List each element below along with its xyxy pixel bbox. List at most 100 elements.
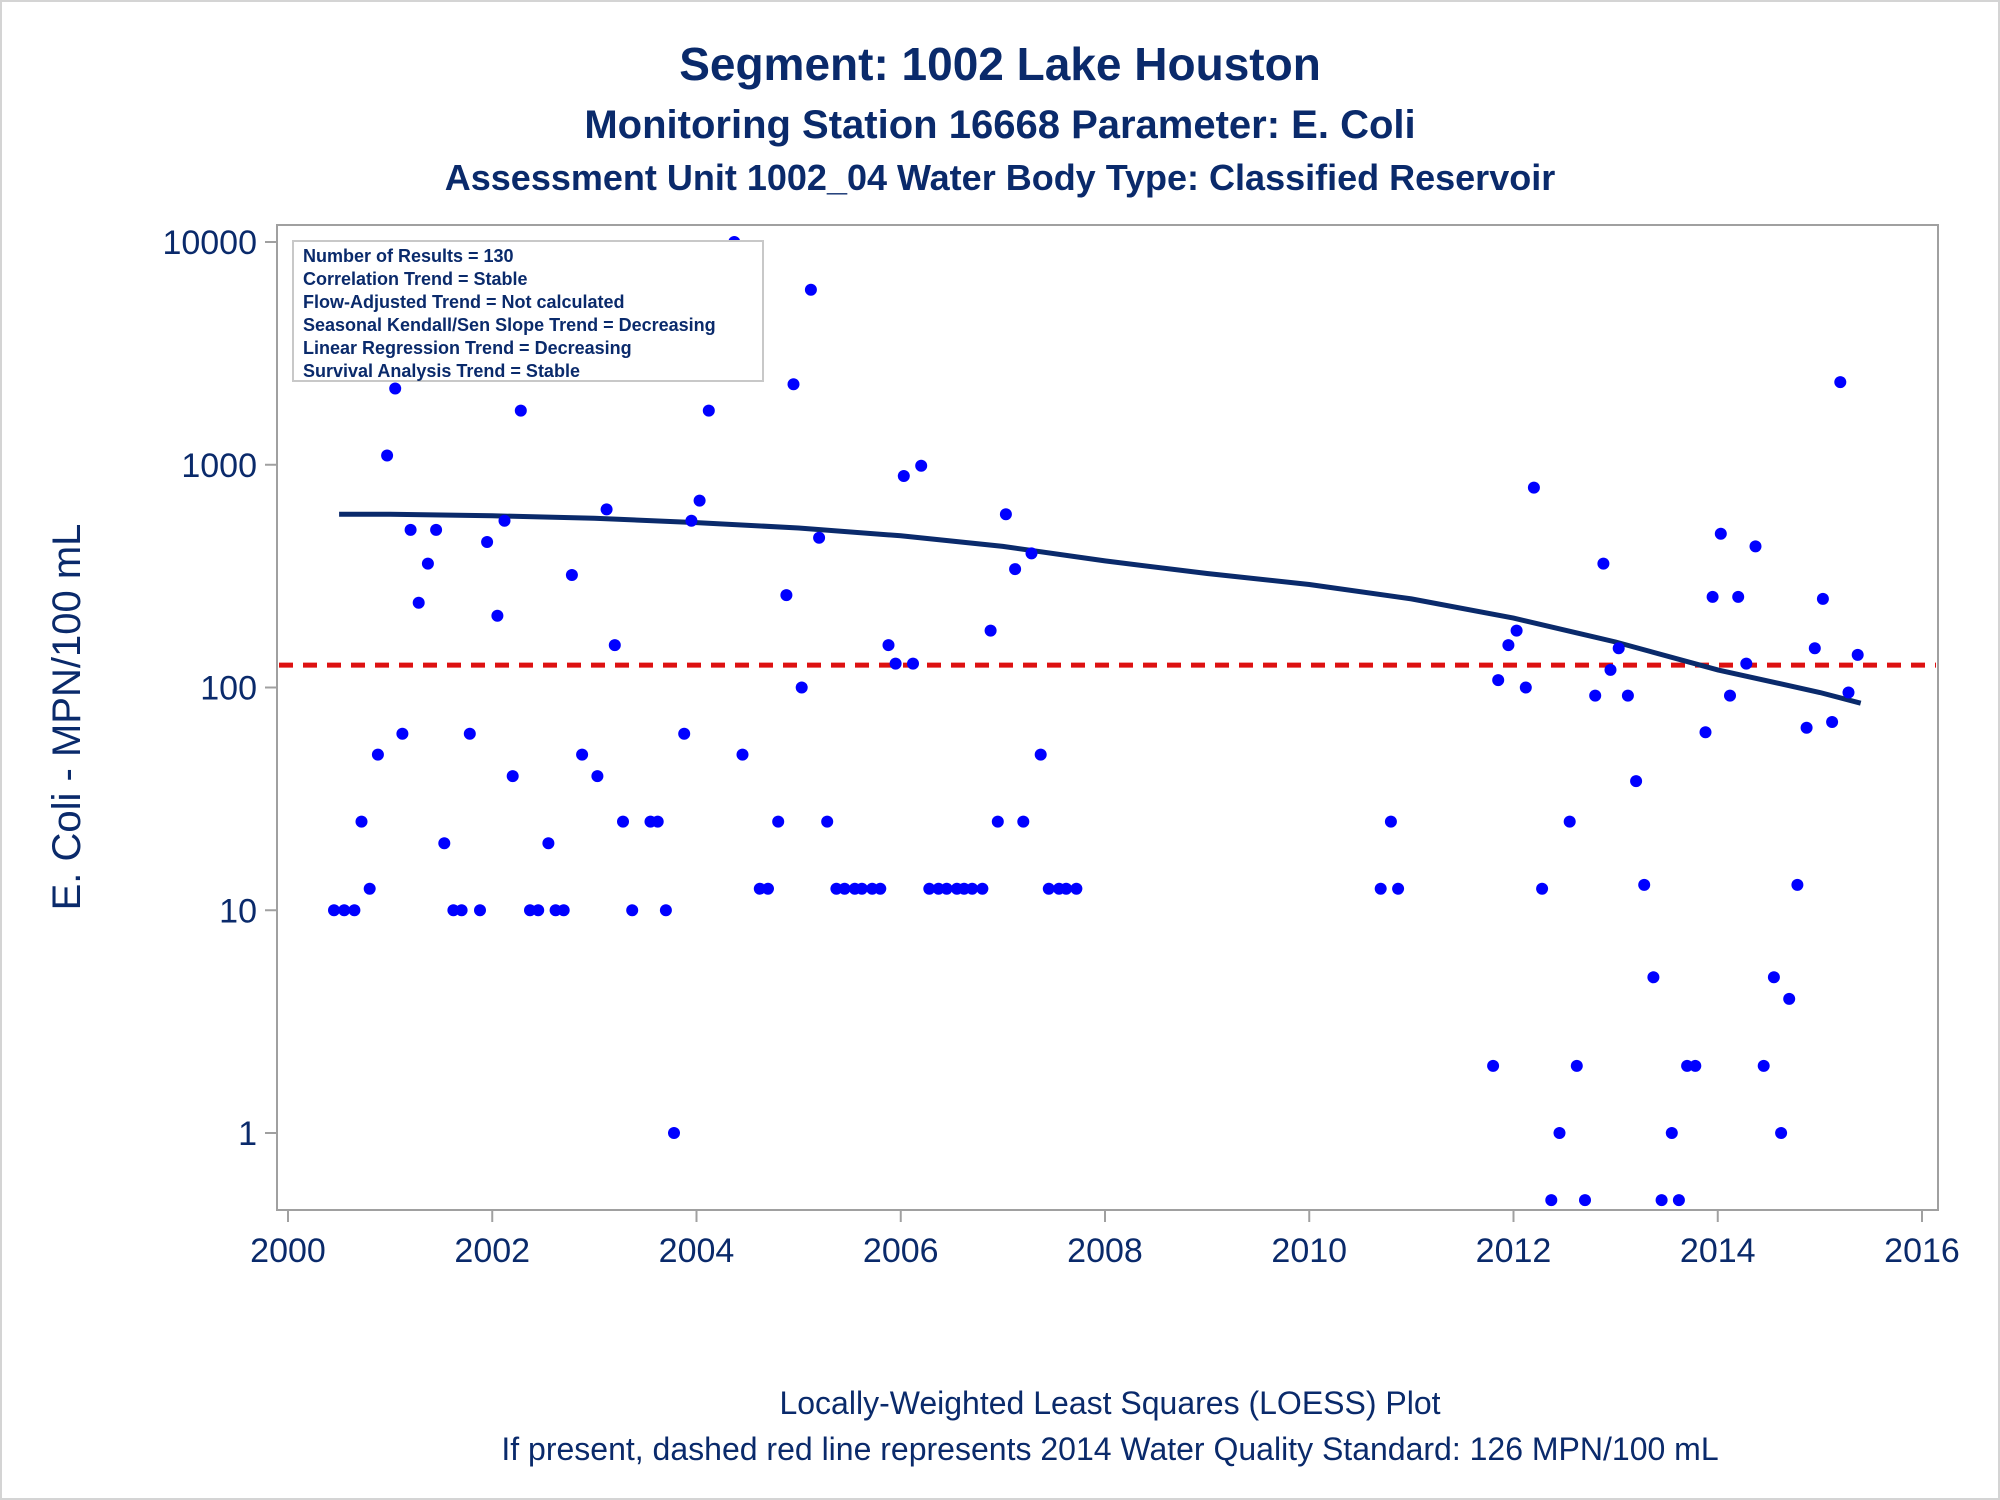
- data-point: [1665, 1127, 1678, 1139]
- data-point: [1563, 815, 1576, 828]
- data-point: [693, 494, 706, 507]
- data-point: [1681, 1059, 1694, 1072]
- x-tick-label: 2010: [1271, 1232, 1347, 1270]
- data-point: [1647, 971, 1660, 984]
- data-point: [795, 681, 808, 694]
- data-point: [838, 882, 851, 895]
- data-points: [328, 236, 1864, 1207]
- data-point: [438, 837, 451, 850]
- data-point: [1757, 1059, 1770, 1072]
- data-point: [897, 470, 910, 482]
- data-point: [430, 523, 443, 536]
- data-point: [455, 904, 468, 917]
- data-point: [1502, 639, 1515, 652]
- data-point: [1070, 882, 1083, 895]
- data-point: [753, 882, 766, 895]
- x-axis: 2000 2002 2004 2006 2008 2010 2012 2014 2016: [250, 1210, 1960, 1270]
- data-point: [976, 882, 989, 895]
- data-point: [984, 624, 997, 637]
- data-point: [1392, 882, 1405, 895]
- stats-line-2: Correlation Trend = Stable: [303, 269, 528, 289]
- stats-line-6: Survival Analysis Trend = Stable: [303, 361, 580, 381]
- y-tick-label: 10000: [162, 224, 257, 262]
- data-point: [1791, 878, 1804, 891]
- data-point: [381, 449, 394, 462]
- data-point: [1621, 689, 1634, 702]
- x-tick-label: 2016: [1884, 1232, 1960, 1270]
- y-tick-label: 1000: [181, 447, 257, 485]
- data-point: [1714, 527, 1727, 540]
- data-point: [498, 514, 511, 527]
- data-point: [1630, 775, 1643, 788]
- data-point: [1749, 540, 1762, 553]
- data-point: [772, 815, 785, 828]
- data-point: [1034, 748, 1047, 761]
- data-point: [940, 882, 953, 895]
- data-point: [1724, 689, 1736, 702]
- data-point: [1519, 681, 1532, 694]
- data-point: [999, 508, 1012, 521]
- x-tick-label: 2014: [1680, 1232, 1756, 1270]
- data-point: [1672, 1194, 1685, 1207]
- x-tick-label: 2004: [659, 1232, 735, 1270]
- stats-line-4: Seasonal Kendall/Sen Slope Trend = Decre…: [303, 315, 716, 335]
- chart-subtitle: Monitoring Station 16668 Parameter: E. C…: [584, 103, 1415, 147]
- data-point: [1589, 689, 1602, 702]
- data-point: [421, 557, 434, 570]
- data-point: [813, 531, 826, 544]
- data-point: [355, 815, 368, 828]
- data-point: [542, 837, 555, 850]
- data-point: [1740, 657, 1753, 670]
- data-point: [651, 815, 664, 828]
- x-tick-label: 2002: [454, 1232, 530, 1270]
- data-point: [617, 815, 629, 828]
- data-point: [348, 904, 361, 917]
- data-point: [1042, 882, 1055, 895]
- data-point: [1783, 992, 1796, 1005]
- data-point: [1655, 1194, 1668, 1207]
- data-point: [787, 378, 800, 391]
- y-axis-label: E. Coli - MPN/100 mL: [45, 524, 89, 911]
- data-point: [1536, 882, 1549, 895]
- data-point: [1604, 663, 1617, 676]
- footnote-2: If present, dashed red line represents 2…: [501, 1431, 1718, 1467]
- data-point: [600, 503, 613, 516]
- x-tick-label: 2008: [1067, 1232, 1143, 1270]
- data-point: [736, 748, 749, 761]
- stats-line-1: Number of Results = 130: [303, 246, 514, 266]
- data-point: [371, 748, 384, 761]
- data-point: [463, 727, 476, 740]
- data-point: [1826, 716, 1839, 728]
- data-point: [1732, 590, 1745, 603]
- data-point: [1612, 642, 1625, 655]
- data-point: [889, 657, 902, 670]
- data-point: [1510, 624, 1523, 637]
- data-point: [1834, 376, 1847, 389]
- stats-line-5: Linear Regression Trend = Decreasing: [303, 338, 632, 358]
- data-point: [830, 882, 843, 895]
- data-point: [491, 609, 504, 622]
- data-point: [1017, 815, 1030, 828]
- data-point: [1527, 481, 1540, 494]
- data-point: [404, 523, 417, 536]
- data-point: [1009, 563, 1022, 576]
- data-point: [565, 569, 578, 581]
- data-point: [702, 404, 715, 417]
- stats-line-3: Flow-Adjusted Trend = Not calculated: [303, 292, 625, 312]
- stats-box-border: [292, 240, 764, 382]
- data-point: [412, 596, 425, 609]
- data-point: [1597, 557, 1610, 570]
- data-point: [923, 882, 936, 895]
- data-point: [882, 639, 895, 652]
- data-point: [1699, 726, 1712, 739]
- data-point: [1545, 1194, 1558, 1207]
- y-tick-label: 1: [238, 1115, 257, 1153]
- x-tick-label: 2012: [1476, 1232, 1552, 1270]
- stats-box: Number of Results = 130 Correlation Tren…: [292, 240, 764, 382]
- data-point: [591, 770, 604, 783]
- data-point: [1553, 1127, 1566, 1139]
- footnote-1: Locally-Weighted Least Squares (LOESS) P…: [779, 1385, 1440, 1421]
- data-point: [1025, 547, 1038, 560]
- data-point: [1570, 1059, 1583, 1072]
- data-point: [532, 904, 545, 917]
